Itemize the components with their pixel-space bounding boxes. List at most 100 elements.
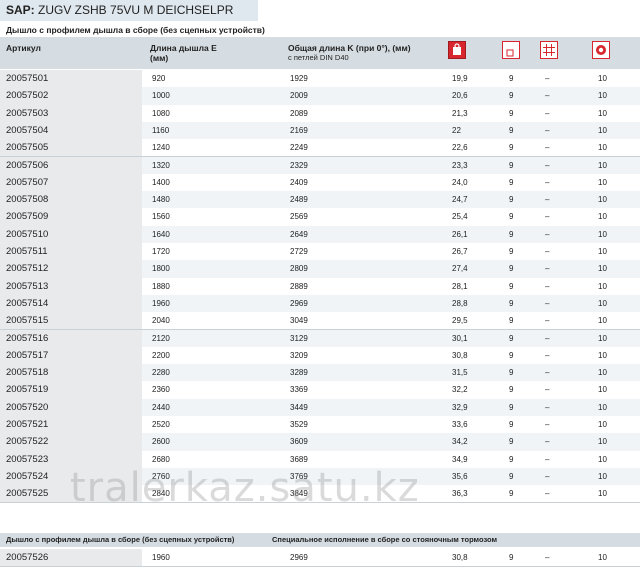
table-header: Артикул Длина дышла E (мм) Общая длина K… — [0, 37, 640, 69]
table-row: 20057507 1400 2409 24,0 9 – 10 — [0, 173, 640, 193]
qty-a-cell: 9 — [509, 125, 514, 135]
qty-c-cell: 10 — [598, 454, 607, 464]
article-cell: 20057503 — [0, 104, 142, 122]
qty-c-cell: 10 — [598, 195, 607, 205]
table-row: 20057526 1960 2969 30,8 9 – 10 — [0, 549, 640, 568]
weight-cell: 27,4 — [452, 264, 468, 274]
length-e-cell: 2280 — [152, 368, 170, 378]
qty-b-cell: – — [545, 74, 550, 83]
weight-icon — [448, 41, 466, 59]
total-length-cell: 2089 — [290, 108, 308, 118]
qty-b-cell: – — [545, 177, 550, 187]
table-row: 20057508 1480 2489 24,7 9 – 10 — [0, 191, 640, 210]
table-row: 20057515 2040 3049 29,5 9 – 10 — [0, 312, 640, 331]
qty-a-cell: 9 — [509, 402, 514, 412]
table-row: 20057521 2520 3529 33,6 9 – 10 — [0, 416, 640, 435]
total-length-cell: 2009 — [290, 91, 308, 101]
qty-a-cell: 9 — [509, 108, 514, 118]
total-length-cell: 3209 — [290, 350, 308, 360]
length-e-cell: 1000 — [152, 91, 170, 101]
weight-cell: 32,2 — [452, 385, 468, 395]
qty-a-cell: 9 — [509, 298, 514, 308]
sap-header: SAP: ZUGV ZSHB 75VU M DEICHSELPR — [0, 0, 258, 21]
table-row: 20057518 2280 3289 31,5 9 – 10 — [0, 364, 640, 383]
article-cell: 20057512 — [0, 260, 142, 278]
qty-c-cell: 10 — [598, 91, 607, 101]
length-e-cell: 1320 — [152, 160, 170, 170]
weight-cell: 22,6 — [452, 143, 468, 153]
qty-c-cell: 10 — [598, 298, 607, 308]
table-row: 20057512 1800 2809 27,4 9 – 10 — [0, 260, 640, 279]
qty-a-cell: 9 — [509, 350, 514, 360]
col-total-length-sub: с петлей DIN D40 — [288, 53, 349, 62]
qty-c-cell: 10 — [598, 402, 607, 412]
weight-cell: 25,4 — [452, 212, 468, 222]
qty-b-cell: – — [545, 298, 550, 308]
qty-c-cell: 10 — [598, 143, 607, 153]
section2-right-title: Специальное исполнение в сборе со стояно… — [272, 535, 498, 544]
qty-c-cell: 10 — [598, 553, 607, 562]
qty-c-cell: 10 — [598, 385, 607, 395]
length-e-cell: 1240 — [152, 143, 170, 153]
qty-c-cell: 10 — [598, 281, 607, 291]
qty-c-cell: 10 — [598, 471, 607, 481]
row-values: 2120 3129 30,1 9 – 10 — [142, 329, 640, 347]
weight-cell: 31,5 — [452, 368, 468, 378]
row-values: 1240 2249 22,6 9 – 10 — [142, 139, 640, 157]
weight-cell: 30,1 — [452, 333, 468, 343]
pallet-icon — [592, 41, 610, 59]
row-values: 2040 3049 29,5 9 – 10 — [142, 312, 640, 330]
length-e-cell: 2840 — [152, 489, 170, 499]
weight-cell: 26,1 — [452, 229, 468, 239]
weight-cell: 35,6 — [452, 471, 468, 481]
qty-a-cell: 9 — [509, 247, 514, 256]
article-cell: 20057507 — [0, 173, 142, 192]
total-length-cell: 2969 — [290, 553, 308, 562]
article-cell: 20057515 — [0, 312, 142, 330]
table-row: 20057501 920 1929 19,9 9 – 10 — [0, 70, 640, 89]
qty-a-cell: 9 — [509, 160, 514, 170]
article-cell: 20057506 — [0, 156, 142, 174]
table-row: 20057510 1640 2649 26,1 9 – 10 — [0, 225, 640, 244]
length-e-cell: 1800 — [152, 264, 170, 274]
qty-b-cell: – — [545, 195, 550, 205]
total-length-cell: 3689 — [290, 454, 308, 464]
table-row: 20057506 1320 2329 23,3 9 – 10 — [0, 156, 640, 175]
total-length-cell: 1929 — [290, 74, 308, 83]
qty-a-cell: 9 — [509, 195, 514, 205]
article-cell: 20057516 — [0, 329, 142, 347]
total-length-cell: 2329 — [290, 160, 308, 170]
qty-a-cell: 9 — [509, 74, 514, 83]
weight-cell: 19,9 — [452, 74, 468, 83]
article-cell: 20057526 — [0, 549, 142, 567]
length-e-cell: 1160 — [152, 125, 170, 135]
qty-a-cell: 9 — [509, 454, 514, 464]
qty-b-cell: – — [545, 402, 550, 412]
length-e-cell: 1080 — [152, 108, 170, 118]
qty-a-cell: 9 — [509, 212, 514, 222]
length-e-cell: 2600 — [152, 437, 170, 447]
row-values: 920 1929 19,9 9 – 10 — [142, 70, 640, 88]
row-values: 1000 2009 20,6 9 – 10 — [142, 87, 640, 105]
qty-b-cell: – — [545, 212, 550, 222]
article-cell: 20057513 — [0, 277, 142, 295]
qty-c-cell: 10 — [598, 212, 607, 222]
table-row: 20057503 1080 2089 21,3 9 – 10 — [0, 104, 640, 123]
grid-icon — [540, 41, 558, 59]
table-row: 20057513 1880 2889 28,1 9 – 10 — [0, 277, 640, 296]
length-e-cell: 1720 — [152, 247, 170, 256]
qty-b-cell: – — [545, 91, 550, 101]
section2-header: Дышло с профилем дышла в сборе (без сцеп… — [0, 533, 640, 547]
qty-c-cell: 10 — [598, 420, 607, 429]
length-e-cell: 1400 — [152, 177, 170, 187]
qty-a-cell: 9 — [509, 316, 514, 326]
length-e-cell: 1960 — [152, 553, 170, 562]
total-length-cell: 3609 — [290, 437, 308, 447]
row-values: 2360 3369 32,2 9 – 10 — [142, 381, 640, 399]
length-e-cell: 1960 — [152, 298, 170, 308]
article-cell: 20057523 — [0, 450, 142, 468]
qty-b-cell: – — [545, 316, 550, 326]
row-values: 1560 2569 25,4 9 – 10 — [142, 208, 640, 226]
row-values: 2840 3849 36,3 9 – 10 — [142, 485, 640, 503]
total-length-cell: 2569 — [290, 212, 308, 222]
